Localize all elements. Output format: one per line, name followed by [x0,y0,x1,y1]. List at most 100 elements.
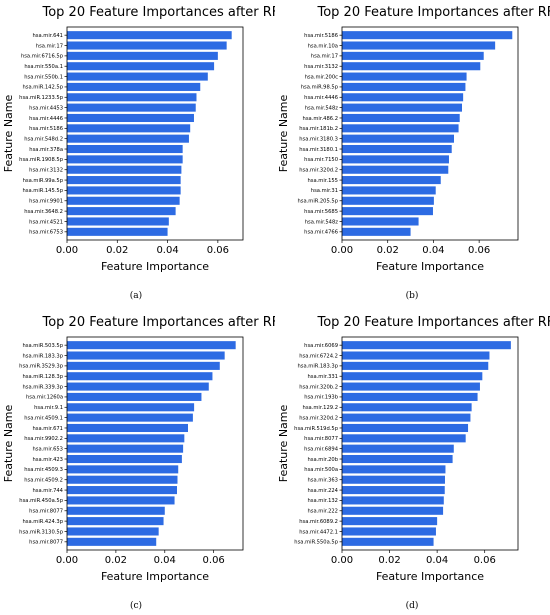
bar [67,124,191,133]
y-tick-label: hsa.miR.519d.5p [294,426,339,432]
bar [67,423,188,433]
y-tick-label: hsa.mir.500a [304,467,338,473]
y-tick-label: hsa.mir.363 [307,478,338,484]
y-tick-label: hsa.mir.4446 [304,95,338,101]
y-tick-label: hsa.miR.183.3p [297,364,338,370]
x-axis-label: Feature Importance [376,260,484,273]
y-tick-label: hsa.miR.1908.5p [19,157,64,163]
y-tick-label: hsa.mir.6724.2 [299,353,338,359]
bar [67,403,195,412]
x-tick-label: 0.04 [156,245,178,256]
chart-svg: Top 20 Feature Importances after RFE hsa.… [2,5,275,273]
y-tick-label: hsa.mir.3132 [304,64,338,70]
y-tick-label: hsa.miR.145.5p [22,188,63,194]
caption-d: (d) [405,601,419,611]
y-tick-label: hsa.mir.378a [29,147,63,153]
y-tick-label: hsa.miR.128.3p [22,374,63,380]
y-tick-label: hsa.mir.3648.2 [24,209,63,215]
y-tick-label: hsa.mir.9902.2 [24,436,63,442]
bar [67,41,227,50]
bar [67,413,193,422]
bar [342,134,454,143]
x-tick-label: 0.00 [56,245,78,256]
bar [342,186,436,195]
x-tick-label: 0.06 [207,245,229,256]
y-tick-label: hsa.mir.550a.1 [24,64,63,70]
y-tick-label: hsa.mir.9901 [29,199,63,205]
plot-frame [66,336,244,551]
y-tick-label: hsa.mir.423 [32,457,63,463]
x-axis-label: Feature Importance [376,570,484,583]
bar [67,341,236,350]
chart-title: Top 20 Feature Importances after RFE [41,315,275,330]
y-axis-label: Feature Name [2,405,15,483]
bar [67,93,197,102]
bar [342,196,434,205]
y-tick-label: hsa.mir.10a [308,43,338,49]
y-tick-label: hsa.mir.4453 [29,105,63,111]
y-tick-label: hsa.mir.744 [32,488,63,494]
bar [67,196,180,205]
bar [342,155,449,164]
bar [342,124,459,133]
bar [67,392,202,401]
y-tick-label: hsa.mir.4509.1 [24,415,63,421]
bar [342,465,446,474]
y-tick-label: hsa.mir.6716.5p [21,54,64,60]
x-tick-label: 0.06 [203,555,225,566]
bar [67,506,165,515]
bar [67,227,168,236]
bar [67,496,175,505]
y-tick-label: hsa.mir.550b.1 [24,74,63,80]
bar [67,382,209,391]
plot-frame [341,26,519,241]
y-tick-label: hsa.mir.8077 [304,436,338,442]
y-tick-label: hsa.mir.224 [307,488,338,494]
y-tick-label: hsa.mir.548d.2 [24,136,63,142]
y-tick-label: hsa.mir.193b [304,395,339,401]
x-tick-label: 0.00 [56,555,78,566]
y-tick-label: hsa.mir.4521 [29,219,63,225]
y-tick-label: hsa.mir.6089.2 [299,519,338,525]
bar [67,444,184,453]
y-tick-label: hsa.mir.4472.1 [299,529,338,535]
bar [342,392,478,401]
y-tick-label: hsa.mir.548z [305,105,339,111]
y-tick-label: hsa.mir.486.2 [303,116,338,122]
bar [342,176,441,185]
bar [67,134,189,143]
bar [67,465,179,474]
bar [342,207,433,216]
bar [67,207,176,216]
x-tick-label: 0.06 [474,555,496,566]
x-tick-label: 0.04 [154,555,176,566]
bar [67,527,159,536]
y-tick-label: hsa.miR.3130.5p [19,529,64,535]
x-tick-label: 0.04 [426,555,448,566]
chart-svg: Top 20 Feature Importances after RFE hsa.… [277,5,550,273]
bar [342,103,462,112]
bar [67,113,194,123]
x-tick-label: 0.02 [105,555,127,566]
chart-title: Top 20 Feature Importances after RFE [316,315,550,330]
x-axis-label: Feature Importance [101,570,209,583]
bar [342,72,467,81]
bar [342,423,469,433]
y-tick-label: hsa.mir.31 [311,188,338,194]
bar [342,361,489,370]
bar [67,51,218,60]
bar [67,217,169,226]
y-tick-label: hsa.mir.5685 [304,209,338,215]
bar [342,413,471,422]
bar [67,372,213,381]
y-axis-label: Feature Name [277,95,290,173]
bar [342,62,481,71]
y-tick-label: hsa.mir.3180.1 [299,147,338,153]
y-tick-label: hsa.mir.320b.2 [299,384,338,390]
x-tick-label: 0.06 [468,245,490,256]
y-tick-label: hsa.miR.503.5p [22,343,63,349]
y-tick-label: hsa.miR.450a.5p [19,498,63,504]
bar [342,506,444,515]
y-tick-label: hsa.mir.331 [307,374,338,380]
plot-frame [341,336,519,551]
